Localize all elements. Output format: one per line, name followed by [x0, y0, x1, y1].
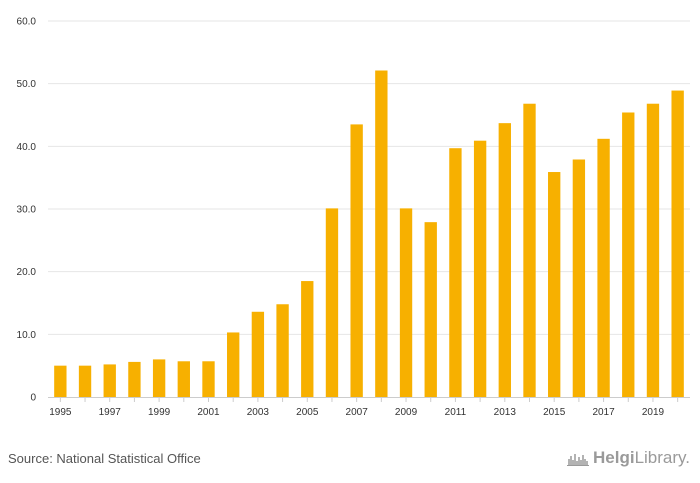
- x-tick-label: 2007: [346, 407, 369, 418]
- bar-1995[interactable]: [54, 365, 67, 397]
- bar-2011[interactable]: [449, 148, 462, 397]
- x-tick-label: 2009: [395, 407, 418, 418]
- bars: [54, 70, 684, 398]
- bar-1999[interactable]: [152, 359, 166, 397]
- bar-2015[interactable]: [548, 172, 561, 397]
- x-tick-label: 2017: [592, 407, 615, 418]
- bar-2005[interactable]: [301, 281, 314, 397]
- bar-2000[interactable]: [177, 361, 190, 397]
- x-tick-label: 2001: [197, 407, 220, 418]
- bar-2001[interactable]: [202, 361, 215, 397]
- x-tick-label: 2011: [445, 407, 467, 418]
- bar-2004[interactable]: [276, 304, 289, 397]
- bar-1998[interactable]: [128, 361, 141, 397]
- y-tick-label: 10.0: [17, 330, 37, 341]
- x-axis: 1995 1997 1999 2001 2003 2005 2007 2009 2011 2013…: [49, 397, 679, 418]
- y-tick-label: 30.0: [17, 205, 37, 216]
- x-tick-label: 2013: [494, 407, 517, 418]
- bar-2008[interactable]: [375, 70, 388, 398]
- x-tick-label: 2015: [543, 407, 566, 418]
- y-axis: 0 10.0 20.0 30.0 40.0 50.0 60.0: [17, 17, 37, 404]
- y-tick-label: 60.0: [17, 17, 37, 28]
- bar-2002[interactable]: [227, 332, 240, 397]
- bar-2018[interactable]: [622, 112, 635, 397]
- bar-2010[interactable]: [424, 222, 437, 397]
- bar-2012[interactable]: [473, 140, 487, 397]
- grid-lines: [48, 20, 690, 335]
- x-tick-label: 1995: [49, 407, 72, 418]
- bar-1997[interactable]: [103, 364, 116, 397]
- bar-2013[interactable]: [498, 123, 511, 397]
- y-tick-label: 20.0: [17, 267, 37, 278]
- y-tick-label: 0: [30, 393, 36, 404]
- x-tick-label: 2005: [296, 407, 319, 418]
- city-skyline-icon: [567, 454, 589, 466]
- bar-2003[interactable]: [251, 311, 265, 397]
- logo-text: HelgiLibrary.: [593, 448, 690, 467]
- y-tick-label: 40.0: [17, 142, 37, 153]
- bar-2017[interactable]: [597, 138, 610, 397]
- x-tick-label: 1997: [99, 407, 122, 418]
- bar-2014[interactable]: [523, 103, 536, 397]
- bar-2016[interactable]: [572, 159, 586, 397]
- bar-2020[interactable]: [671, 90, 684, 397]
- bar-chart: 0 10.0 20.0 30.0 40.0 50.0 60.0 1995 1997 1999 20…: [17, 17, 690, 418]
- bar-2006[interactable]: [325, 208, 339, 397]
- x-tick-label: 2019: [642, 407, 665, 418]
- bar-2009[interactable]: [399, 208, 413, 397]
- bar-2019[interactable]: [646, 103, 660, 397]
- bar-2007[interactable]: [350, 124, 363, 398]
- source-note: Source: National Statistical Office: [8, 451, 201, 466]
- bar-1996[interactable]: [78, 365, 92, 397]
- y-tick-label: 50.0: [17, 79, 37, 90]
- helgi-library-logo[interactable]: HelgiLibrary.: [567, 448, 690, 468]
- x-tick-label: 2003: [247, 407, 270, 418]
- x-tick-label: 1999: [148, 407, 171, 418]
